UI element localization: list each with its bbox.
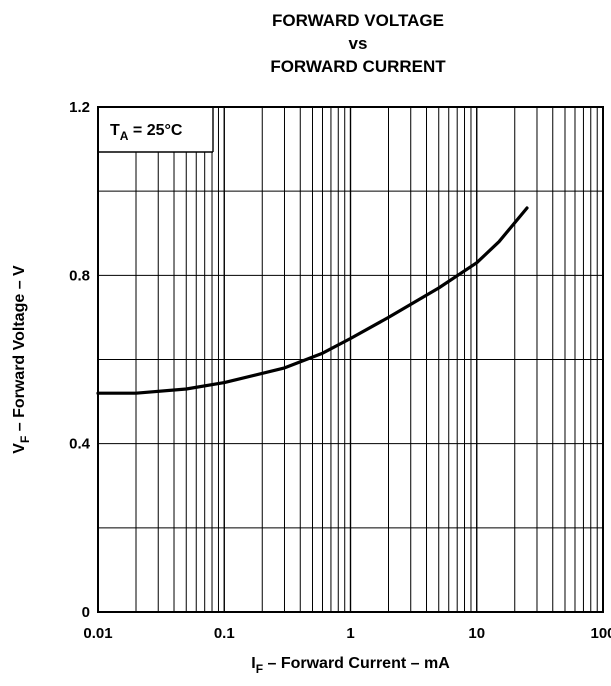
y-axis-label: VF – Forward Voltage – V [11,265,32,454]
x-tick-label: 10 [468,625,485,642]
tick-label-layer: 0.01 0.1 1 10 100 0 0.4 0.8 1.2 [69,99,611,642]
temperature-annotation: TA = 25°C [110,122,183,143]
x-tick-label: 1 [346,625,354,642]
chart-title-line: FORWARD CURRENT [270,57,446,76]
axis-label-layer: IF – Forward Current – mA VF – Forward Vo… [11,265,450,676]
x-axis-label: IF – Forward Current – mA [251,655,450,676]
annotation-layer: TA = 25°C [98,107,214,153]
forward-voltage-curve [96,206,529,395]
chart-title-line: vs [349,34,368,53]
y-tick-label: 0.4 [69,436,91,453]
title-layer: FORWARD VOLTAGE vs FORWARD CURRENT [270,11,446,76]
plot-frame [97,106,604,613]
series-layer [96,206,529,395]
x-tick-label: 0.1 [214,625,235,642]
y-tick-label: 0 [82,604,90,621]
grid-layer [98,107,603,612]
chart-title-line: FORWARD VOLTAGE [272,11,444,30]
annotation-background [99,108,213,152]
x-tick-label: 0.01 [83,625,112,642]
y-tick-label: 1.2 [69,99,90,116]
y-tick-label: 0.8 [69,267,90,284]
x-tick-label: 100 [590,625,611,642]
